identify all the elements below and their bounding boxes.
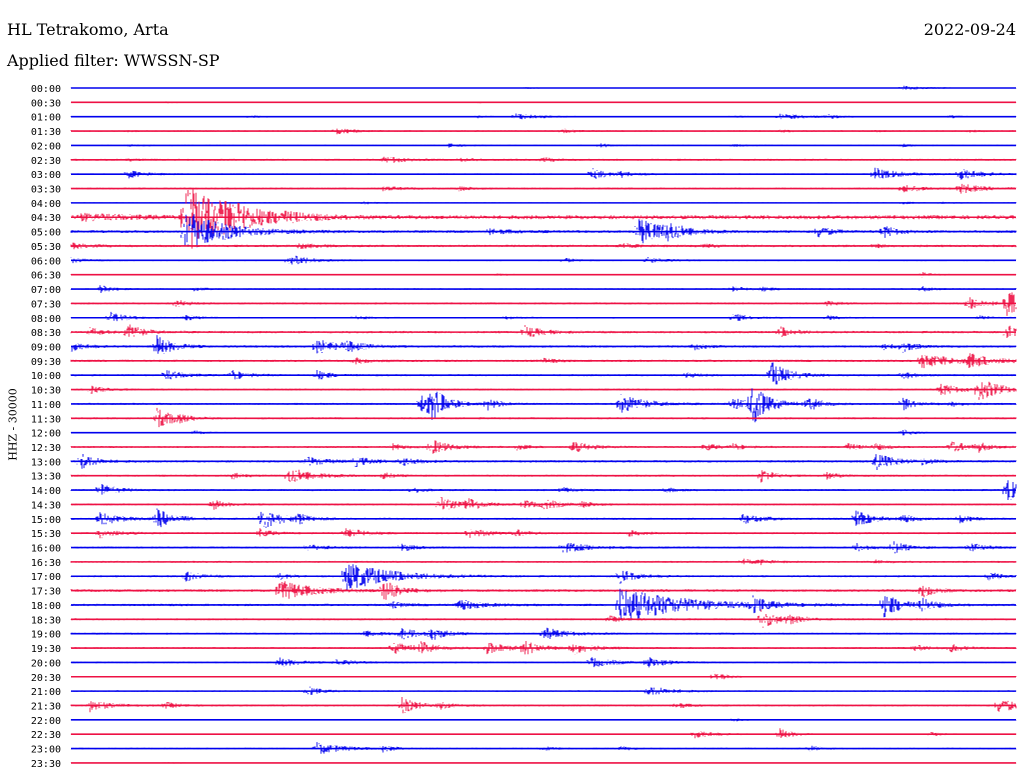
row-label: 15:30 (31, 529, 61, 540)
seismic-trace (70, 742, 1017, 754)
row-label: 10:30 (31, 386, 61, 397)
seismic-trace (71, 671, 1017, 680)
seismic-trace (70, 156, 1017, 163)
seismic-trace (70, 528, 1017, 539)
seismic-trace (70, 311, 1017, 322)
seismic-trace (70, 353, 1017, 369)
seismic-trace (70, 201, 1017, 205)
row-label: 07:00 (31, 285, 61, 296)
seismic-trace (70, 469, 1017, 483)
seismic-trace (70, 335, 1017, 354)
seismic-trace (70, 285, 1017, 293)
seismic-trace (70, 292, 1017, 316)
seismic-trace (70, 324, 1017, 338)
seismic-trace (70, 588, 1017, 621)
seismic-trace (71, 143, 1017, 148)
seismic-trace (70, 581, 1017, 600)
row-label: 16:30 (31, 558, 61, 569)
row-label: 23:30 (31, 759, 61, 770)
row-label: 19:30 (31, 644, 61, 655)
seismic-trace (70, 362, 1017, 385)
row-label: 15:00 (31, 515, 61, 526)
row-label: 22:00 (31, 716, 61, 727)
row-label: 03:00 (31, 170, 61, 181)
seismic-trace (70, 657, 1017, 668)
row-label: 07:30 (31, 299, 61, 310)
seismic-trace (70, 497, 1017, 510)
seismic-trace (70, 429, 1017, 436)
seismic-trace (70, 558, 1017, 566)
seismic-trace (70, 728, 1017, 739)
row-label: 23:00 (31, 745, 61, 756)
seismic-trace (70, 762, 1017, 764)
seismic-trace (70, 564, 1017, 591)
row-label: 04:30 (31, 213, 61, 224)
record-date: 2022-09-24 (923, 20, 1016, 39)
row-label: 08:00 (31, 314, 61, 325)
row-label: 08:30 (31, 328, 61, 339)
seismic-trace (70, 697, 1017, 714)
seismic-trace (70, 113, 1017, 120)
row-label: 13:30 (31, 472, 61, 483)
row-label: 21:00 (31, 687, 61, 698)
row-label: 16:00 (31, 544, 61, 555)
row-label: 01:00 (31, 113, 61, 124)
seismic-trace (70, 641, 1017, 655)
row-label: 18:30 (31, 615, 61, 626)
row-label: 20:30 (31, 673, 61, 684)
row-label: 06:00 (31, 256, 61, 267)
row-label: 22:30 (31, 730, 61, 741)
row-label: 00:00 (31, 84, 61, 95)
seismic-trace (70, 128, 1017, 135)
row-label: 09:00 (31, 342, 61, 353)
seismic-trace (70, 183, 1017, 194)
row-label: 14:30 (31, 500, 61, 511)
row-label: 09:30 (31, 357, 61, 368)
row-label: 05:00 (31, 228, 61, 239)
seismic-trace (70, 242, 1017, 250)
row-label: 19:00 (31, 630, 61, 641)
row-label: 20:00 (31, 658, 61, 669)
seismic-trace (70, 686, 1017, 695)
seismic-trace (70, 609, 1016, 628)
row-label: 10:00 (31, 371, 61, 382)
row-label: 06:30 (31, 271, 61, 282)
row-label: 12:00 (31, 429, 61, 440)
row-label: 00:30 (31, 98, 61, 109)
row-label: 21:30 (31, 701, 61, 712)
row-label: 14:00 (31, 486, 61, 497)
row-label: 12:30 (31, 443, 61, 454)
row-label: 11:30 (31, 414, 61, 425)
seismic-trace (70, 381, 1017, 400)
row-label: 02:30 (31, 156, 61, 167)
row-label: 18:00 (31, 601, 61, 612)
row-label: 17:00 (31, 572, 61, 583)
row-label: 17:30 (31, 587, 61, 598)
row-label: 04:00 (31, 199, 61, 210)
seismic-trace (70, 187, 1017, 249)
row-label: 11:00 (31, 400, 61, 411)
row-label: 03:30 (31, 185, 61, 196)
seismic-trace (70, 101, 1017, 104)
filter-label: Applied filter: WWSSN-SP (7, 51, 220, 70)
row-label: 02:00 (31, 141, 61, 152)
seismic-trace (70, 454, 1017, 470)
seismic-trace (70, 255, 1017, 265)
seismic-trace (70, 440, 1017, 454)
row-label: 13:00 (31, 457, 61, 468)
row-label: 05:30 (31, 242, 61, 253)
seismic-trace (71, 388, 1017, 423)
station-name: HL Tetrakomo, Arta (7, 20, 169, 39)
row-label: 01:30 (31, 127, 61, 138)
